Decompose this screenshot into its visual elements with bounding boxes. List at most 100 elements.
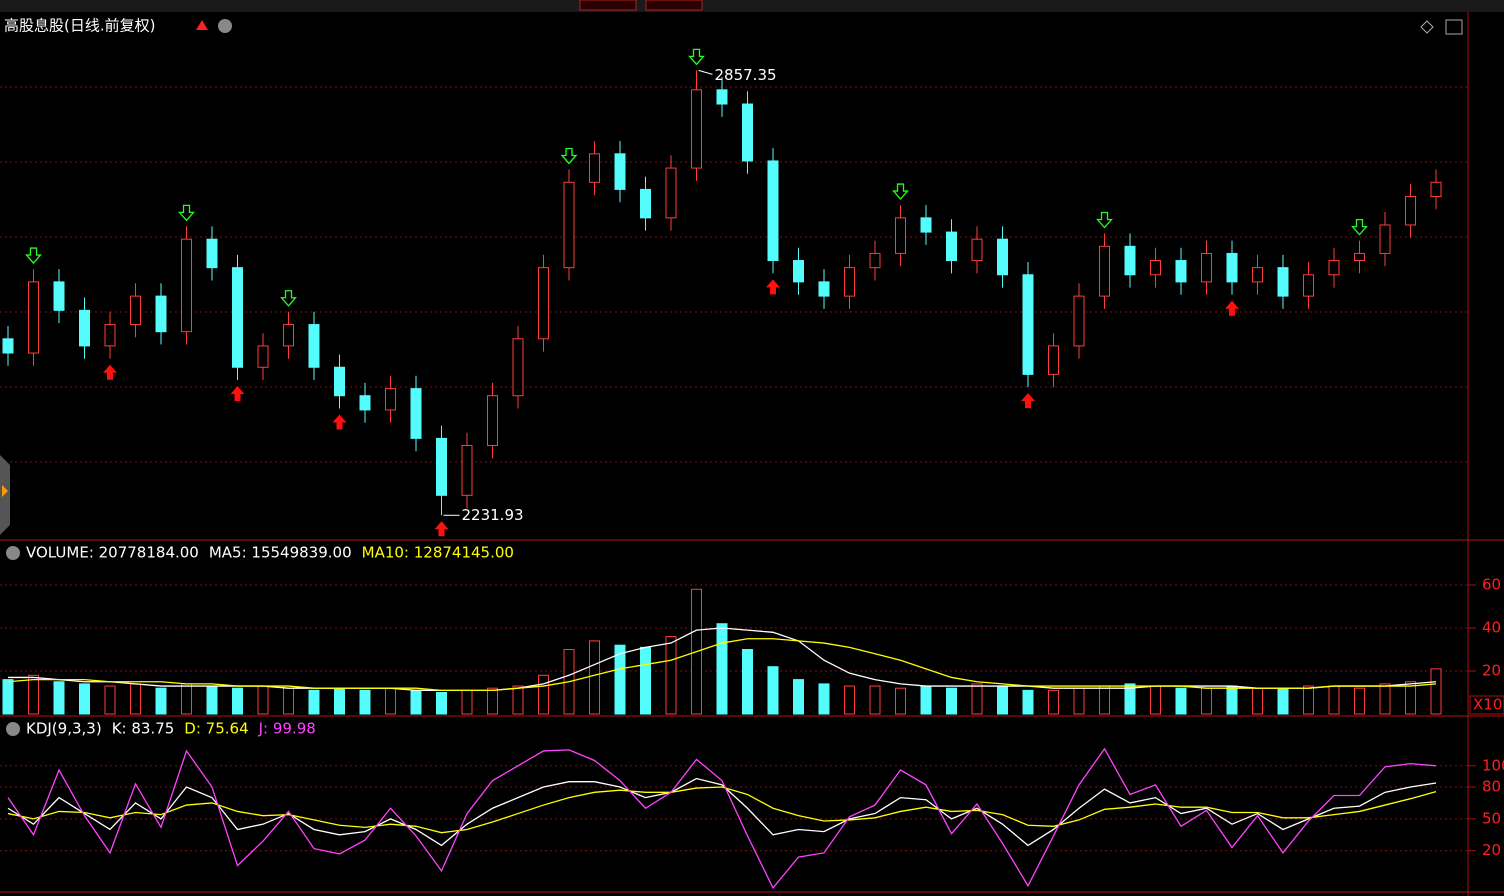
volume-bar xyxy=(1379,683,1391,715)
volume-bar xyxy=(767,666,779,715)
volume-bar xyxy=(283,687,294,715)
candle-body xyxy=(1175,260,1187,283)
candle-body xyxy=(461,445,473,496)
candle-body xyxy=(436,437,447,496)
volume-bar xyxy=(1022,689,1034,715)
menu-tab[interactable] xyxy=(645,0,703,11)
annotation-line xyxy=(698,69,713,75)
volume-bar xyxy=(716,623,728,715)
legend-entry: D: 75.64 xyxy=(184,720,248,738)
candle-body xyxy=(130,295,141,326)
volume-bar xyxy=(640,646,651,715)
volume-bar xyxy=(385,687,396,715)
candle-body xyxy=(691,89,702,169)
volume-bar xyxy=(487,687,498,715)
sell-arrow xyxy=(280,290,297,307)
volume-bar xyxy=(308,689,320,715)
volume-bar xyxy=(206,685,218,715)
candle-body xyxy=(487,395,498,447)
candle-body xyxy=(793,260,804,283)
volume-bar xyxy=(1226,685,1238,715)
volume-bar xyxy=(665,636,677,715)
candle-body xyxy=(385,388,396,411)
volume-bar xyxy=(742,649,753,715)
candle-body xyxy=(308,324,320,368)
volume-bar xyxy=(920,685,932,715)
volume-bar xyxy=(1048,689,1059,715)
volume-bar xyxy=(844,685,855,715)
candle-body xyxy=(1252,267,1263,283)
volume-bar xyxy=(1175,687,1187,715)
y-tick-label: 50 xyxy=(1482,809,1501,827)
volume-bar xyxy=(895,687,906,715)
legend-entry: K: 83.75 xyxy=(112,720,175,738)
menu-icon[interactable] xyxy=(218,19,232,33)
volume-bar xyxy=(512,685,524,715)
menu-bar xyxy=(0,0,1504,12)
candle-body xyxy=(716,89,728,105)
buy-arrow xyxy=(766,279,780,295)
buy-arrow xyxy=(434,521,449,537)
candle-body xyxy=(1150,260,1161,276)
candle-body xyxy=(818,281,830,297)
tool-icon[interactable] xyxy=(1420,20,1434,34)
legend-entry: MA5: 15549839.00 xyxy=(209,544,352,562)
series-line xyxy=(7,786,1437,834)
candle-body xyxy=(2,338,14,354)
menu-icon[interactable] xyxy=(6,722,20,736)
volume-bar xyxy=(53,681,65,715)
candle-body xyxy=(563,181,575,269)
candle-body xyxy=(1099,245,1110,297)
candle-body xyxy=(155,295,167,333)
sell-arrow xyxy=(178,204,195,222)
sell-arrow xyxy=(892,183,909,201)
sell-arrow xyxy=(688,48,705,66)
volume-bar xyxy=(614,644,626,715)
side-tab[interactable] xyxy=(0,455,10,535)
candle-body xyxy=(1226,252,1238,283)
tool-icon[interactable] xyxy=(1445,19,1463,35)
volume-bar xyxy=(1073,687,1085,715)
unit-box xyxy=(1469,695,1504,715)
candle-body xyxy=(997,238,1008,276)
volume-bar xyxy=(461,689,473,715)
volume-bar xyxy=(1277,687,1289,715)
candle-body xyxy=(920,217,932,233)
candle-body xyxy=(640,188,651,219)
series-line xyxy=(7,747,1437,890)
menu-tab[interactable] xyxy=(579,0,637,11)
volume-bar xyxy=(1124,683,1136,715)
candle-body xyxy=(1430,181,1442,198)
volume-bar xyxy=(1405,681,1416,715)
volume-bar xyxy=(1303,685,1314,715)
candle-body xyxy=(512,338,524,397)
sell-arrow xyxy=(560,147,578,165)
price-grid xyxy=(0,86,1468,463)
candle-body xyxy=(589,153,600,183)
candle-body xyxy=(1303,274,1314,297)
menu-icon[interactable] xyxy=(6,546,20,560)
sell-arrow xyxy=(1351,218,1368,236)
candle-body xyxy=(665,167,677,219)
candle-body xyxy=(742,103,753,162)
candle-body xyxy=(1201,252,1212,283)
candle-body xyxy=(971,238,983,262)
volume-bar xyxy=(1430,668,1442,715)
volume-bar xyxy=(257,685,269,715)
volume-bar xyxy=(1328,685,1340,715)
volume-bar xyxy=(1099,685,1110,715)
candle-body xyxy=(181,238,192,333)
candle-body xyxy=(206,238,218,269)
candle-body xyxy=(1328,260,1340,276)
y-tick-label: 20 xyxy=(1482,841,1501,859)
candle-body xyxy=(28,281,39,354)
volume-bar xyxy=(538,674,549,715)
candle-body xyxy=(538,267,549,340)
candle-body xyxy=(1354,252,1365,262)
volume-bar xyxy=(971,683,983,715)
volume-bar xyxy=(410,689,422,715)
volume-bar xyxy=(155,687,167,715)
buy-arrow xyxy=(1225,300,1239,316)
